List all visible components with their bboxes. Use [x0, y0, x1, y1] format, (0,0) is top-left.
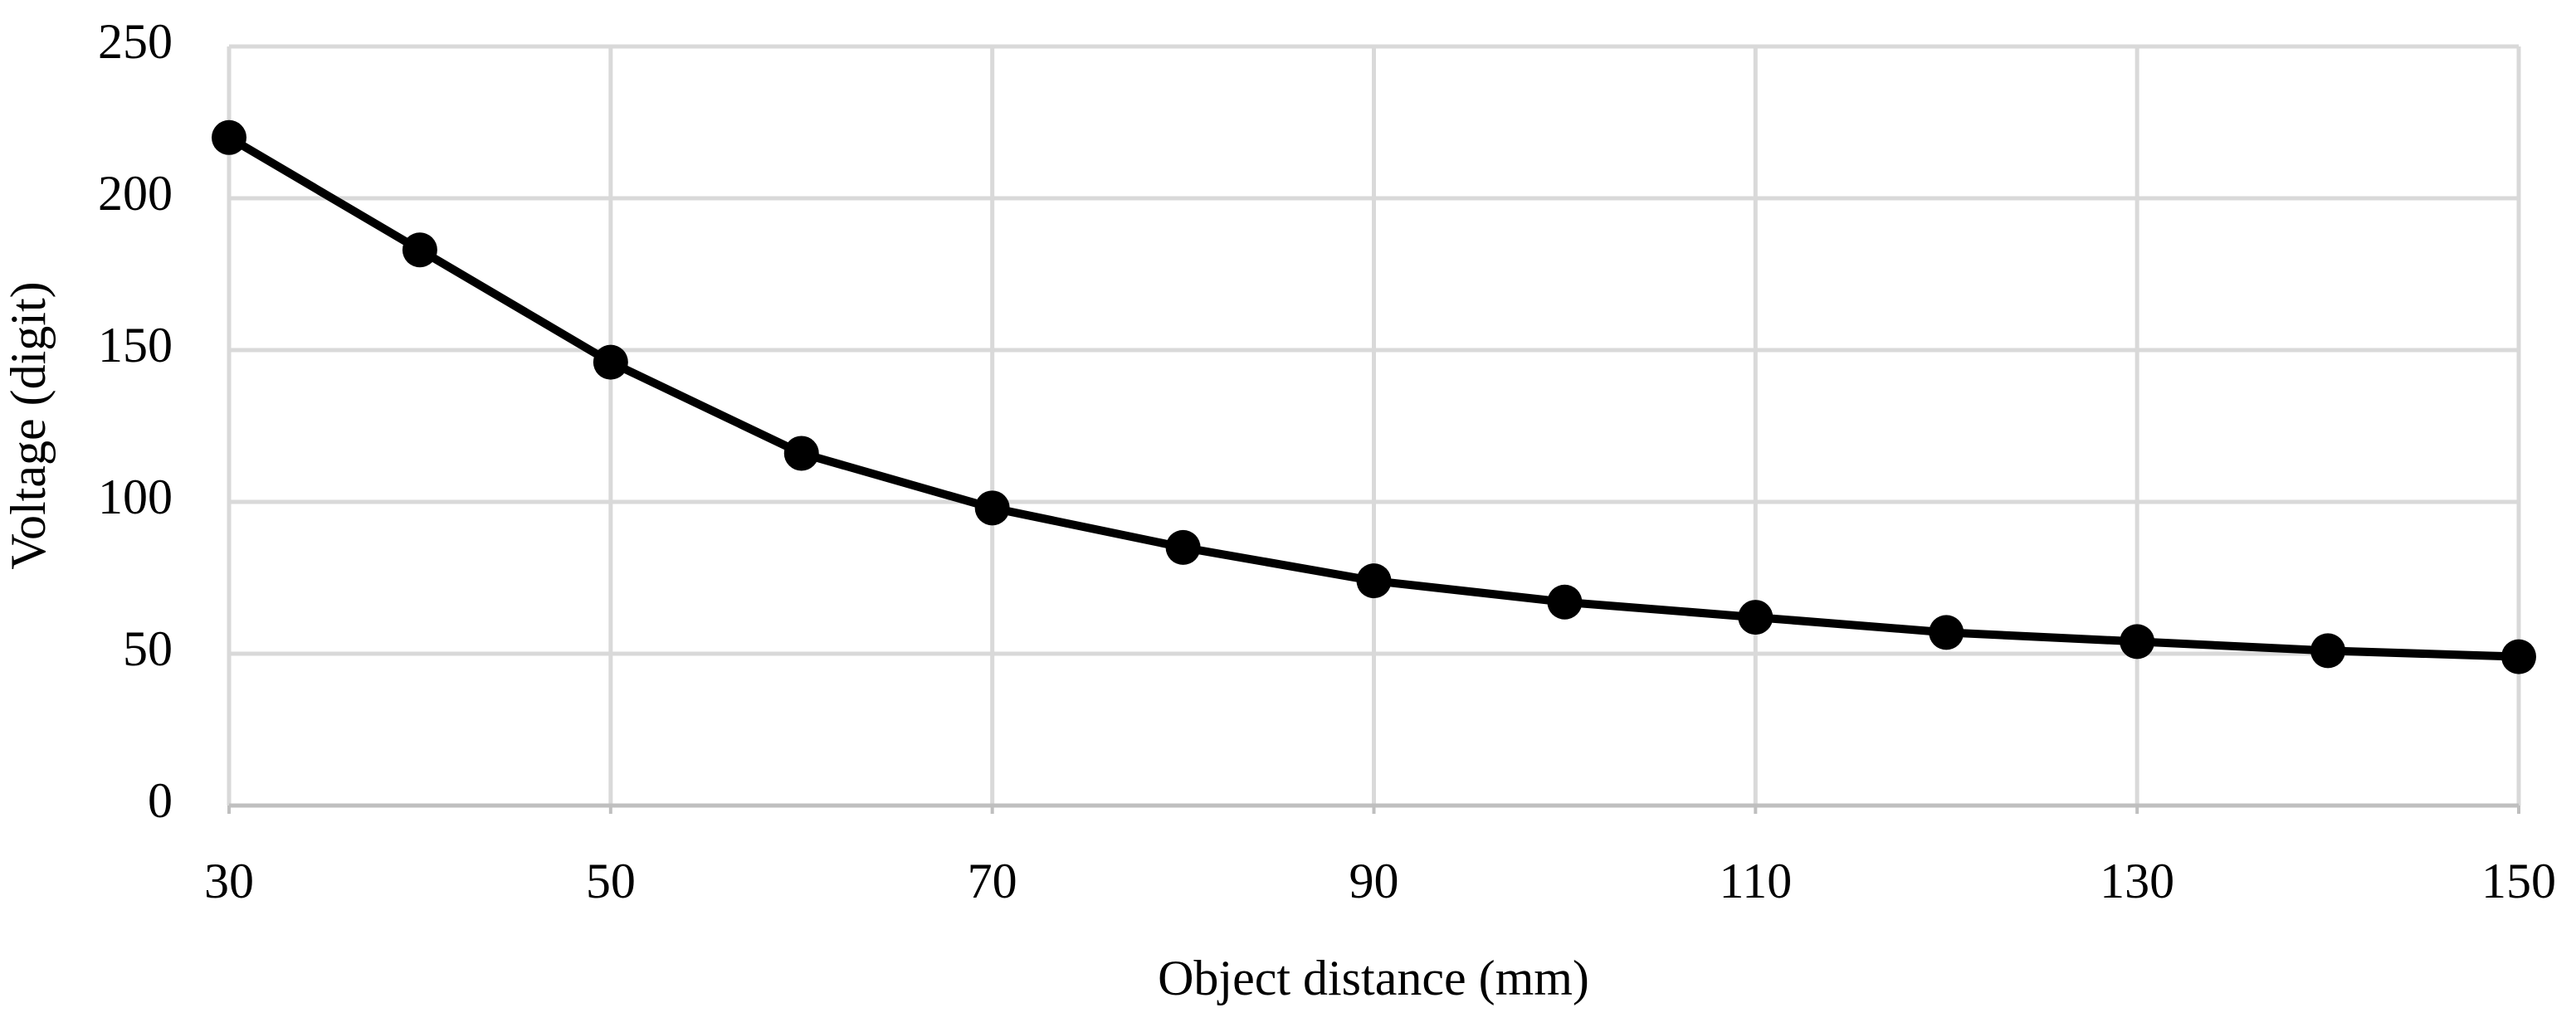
data-point [593, 344, 628, 380]
y-tick-label: 100 [98, 470, 173, 524]
data-point [2501, 639, 2536, 674]
x-tick-label: 110 [1719, 854, 1792, 908]
data-point [1547, 584, 1583, 620]
data-point [402, 232, 437, 268]
y-axis-label: Voltage (digit) [1, 281, 56, 569]
data-point [1165, 529, 1201, 565]
data-point [974, 490, 1010, 526]
data-point [783, 436, 819, 471]
y-tick-label: 150 [98, 318, 173, 372]
y-tick-label: 250 [98, 14, 173, 69]
data-point [1929, 615, 1964, 650]
y-tick-label: 200 [98, 166, 173, 221]
x-axis-label: Object distance (mm) [1158, 951, 1589, 1005]
data-point [212, 119, 246, 155]
x-tick-label: 130 [2100, 854, 2174, 908]
x-tick-label: 30 [204, 854, 254, 908]
data-point [2310, 633, 2346, 669]
x-tick-label: 70 [968, 854, 1017, 908]
x-tick-label: 50 [586, 854, 636, 908]
y-tick-label: 50 [123, 621, 173, 676]
x-tick-label: 90 [1349, 854, 1399, 908]
data-point [1738, 600, 1773, 635]
y-tick-label: 0 [148, 773, 173, 828]
data-point [1356, 563, 1392, 599]
x-tick-label: 150 [2481, 854, 2556, 908]
data-point [2120, 624, 2155, 660]
